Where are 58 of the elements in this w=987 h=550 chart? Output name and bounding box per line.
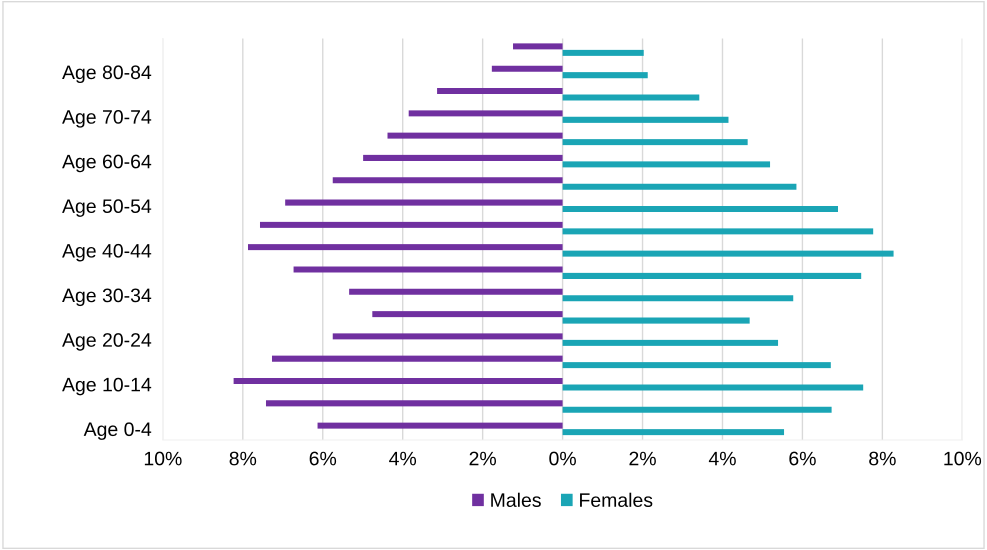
bar: [408, 110, 563, 116]
bar: [562, 295, 794, 302]
bar: [562, 50, 644, 56]
bar: [562, 340, 778, 346]
bar: [562, 206, 838, 212]
bar: [562, 184, 796, 190]
legend-label: Females: [580, 492, 652, 507]
x-tick-label: 6%: [310, 452, 336, 466]
bar: [562, 406, 832, 413]
bar: [562, 72, 648, 78]
x-tick-label: 2%: [470, 452, 496, 466]
bar: [388, 132, 563, 139]
bar: [562, 318, 750, 324]
bar: [562, 94, 700, 101]
bar: [248, 244, 563, 250]
bar: [372, 311, 563, 318]
bar: [562, 362, 831, 368]
bar: [234, 378, 563, 384]
legend-label: Males: [491, 492, 541, 507]
y-tick-label: Age 20-24: [62, 333, 152, 351]
y-tick-label: Age 70-74: [62, 110, 152, 128]
bar: [332, 333, 563, 340]
bar: [363, 154, 563, 161]
bar: [285, 200, 563, 206]
bar: [260, 222, 563, 228]
x-tick-label: 10%: [144, 452, 182, 466]
x-tick-label: 2%: [629, 452, 656, 466]
bar: [318, 422, 563, 429]
bar: [513, 43, 563, 50]
x-tick-label: 10%: [944, 452, 982, 466]
bar: [562, 384, 864, 390]
y-tick-label: Age 60-64: [62, 154, 152, 172]
x-tick-label: 6%: [789, 452, 816, 466]
bar: [437, 88, 563, 94]
bar: [562, 272, 862, 279]
bar: [562, 250, 894, 257]
bar: [562, 116, 728, 123]
x-tick-label: 8%: [869, 452, 896, 466]
x-tick-label: 4%: [708, 452, 736, 466]
y-tick-label: Age 50-54: [62, 199, 152, 217]
bar: [294, 266, 563, 272]
bar: [272, 356, 563, 362]
bar: [562, 161, 770, 168]
bar: [562, 228, 874, 234]
y-tick-label: Age 30-34: [62, 288, 152, 306]
y-tick-label: Age 0-4: [84, 422, 152, 440]
bar: [332, 177, 563, 184]
bar: [349, 288, 563, 295]
bar: [266, 400, 563, 406]
bar: [562, 139, 748, 146]
x-tick-label: 4%: [389, 452, 416, 466]
bar: [492, 66, 563, 72]
y-tick-label: Age 80-84: [62, 65, 152, 84]
y-tick-label: Age 10-14: [62, 378, 152, 396]
x-tick-label: 0%: [549, 452, 576, 466]
y-tick-label: Age 40-44: [62, 244, 152, 262]
x-tick-label: 8%: [230, 452, 256, 466]
bar: [562, 429, 784, 436]
